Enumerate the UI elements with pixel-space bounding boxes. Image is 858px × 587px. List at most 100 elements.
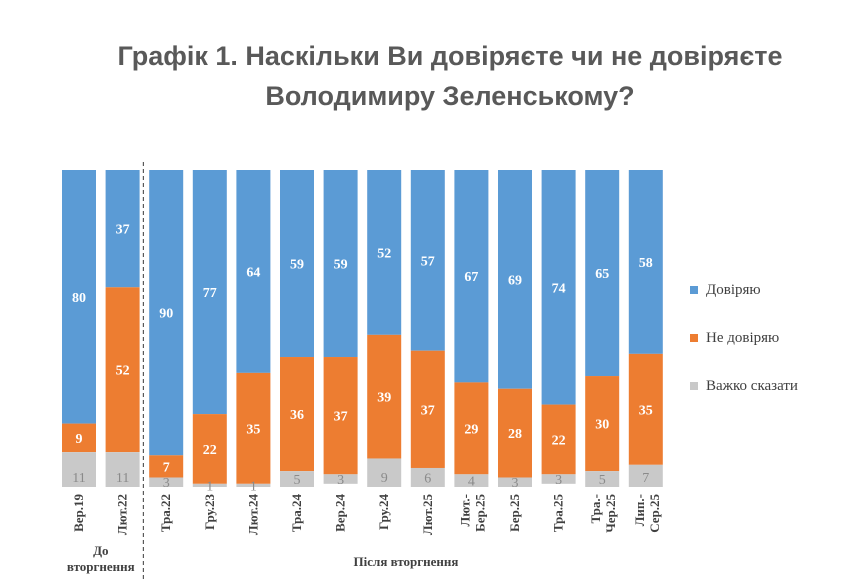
chart-title: Графік 1. Наскільки Ви довіряєте чи не д… [0, 36, 858, 116]
bar-trust-10 [498, 170, 532, 389]
x-tick-label-5: Тра.24 [289, 494, 304, 533]
bar-hard-to-say-1 [105, 452, 140, 487]
x-tick-label-13: Лип.-Сер.25 [632, 494, 662, 533]
x-tick-label-line: Вер.24 [333, 494, 348, 532]
data-label-distrust-12: 30 [595, 418, 609, 433]
bar-trust-13 [628, 170, 663, 354]
x-tick-label-line: Лют.- [457, 494, 472, 526]
data-label-hard-to-say-10: 3 [512, 476, 519, 491]
data-label-trust-10: 69 [508, 273, 522, 288]
x-tick-label-8: Лют.25 [420, 494, 435, 536]
group-label-1-line-0: Після вторгнення [354, 554, 459, 569]
legend-label-distrust: Не довіряю [706, 329, 780, 346]
data-label-trust-13: 58 [639, 256, 653, 271]
bar-distrust-4 [236, 372, 271, 484]
bar-trust-2 [149, 170, 184, 456]
x-tick-label-line: Гру.24 [376, 494, 391, 530]
bar-distrust-7 [367, 334, 402, 459]
x-tick-label-6: Вер.24 [333, 494, 348, 532]
data-label-hard-to-say-1: 11 [116, 471, 129, 486]
bar-distrust-9 [454, 382, 489, 475]
data-label-hard-to-say-2: 3 [163, 476, 170, 491]
x-tick-label-line: Лют.25 [420, 494, 435, 536]
data-label-trust-3: 77 [203, 286, 217, 301]
data-label-hard-to-say-12: 5 [599, 473, 606, 488]
data-label-trust-0: 80 [72, 291, 86, 306]
data-label-distrust-9: 29 [464, 422, 478, 437]
bar-distrust-3 [192, 414, 227, 484]
x-tick-label-3: Гру.23 [202, 494, 217, 530]
bar-hard-to-say-2 [149, 477, 184, 487]
x-tick-label-0: Вер.19 [71, 494, 86, 532]
data-label-trust-7: 52 [377, 246, 391, 261]
x-tick-label-line: Тра.24 [289, 494, 304, 533]
x-tick-label-line: Лют.22 [115, 494, 130, 535]
data-label-hard-to-say-11: 3 [555, 473, 562, 488]
bar-hard-to-say-4 [236, 483, 271, 487]
bar-hard-to-say-0 [62, 452, 96, 487]
legend-swatch-hard-to-say [690, 382, 698, 390]
legend-item-distrust: Не довіряю [690, 328, 798, 348]
bar-distrust-0 [62, 423, 96, 453]
bar-hard-to-say-12 [585, 471, 620, 487]
data-label-trust-6: 59 [334, 258, 348, 273]
x-tick-label-line: Лют.24 [245, 494, 260, 536]
x-tick-label-line: Бер.25 [507, 494, 522, 532]
group-label-0-line-1: вторгнення [67, 559, 135, 574]
x-tick-label-line: Тра.25 [551, 494, 566, 533]
bar-distrust-12 [585, 376, 620, 472]
bar-hard-to-say-9 [454, 474, 489, 487]
bar-hard-to-say-13 [628, 464, 663, 487]
x-tick-label-line: Чер.25 [603, 494, 618, 533]
data-label-distrust-3: 22 [203, 443, 217, 458]
x-tick-label-line: Гру.23 [202, 494, 217, 530]
data-label-hard-to-say-9: 4 [468, 475, 475, 490]
bar-hard-to-say-3 [192, 483, 227, 487]
data-label-distrust-7: 39 [377, 391, 391, 406]
bar-hard-to-say-11 [541, 474, 576, 484]
data-label-trust-2: 90 [159, 307, 173, 322]
x-tick-label-10: Бер.25 [507, 494, 522, 532]
data-label-distrust-4: 35 [246, 422, 260, 437]
bar-trust-12 [585, 170, 620, 377]
x-tick-label-line: Тра.22 [158, 494, 173, 532]
legend-label-trust: Довіряю [706, 281, 761, 298]
bar-distrust-6 [323, 357, 358, 475]
bar-trust-3 [192, 170, 227, 415]
data-label-trust-8: 57 [421, 254, 435, 269]
chart-title-line-2: Володимиру Зеленському? [265, 81, 635, 111]
x-tick-label-12: Тра.-Чер.25 [588, 494, 618, 533]
data-label-hard-to-say-13: 7 [642, 471, 649, 486]
legend-item-trust: Довіряю [690, 280, 798, 300]
x-tick-label-2: Тра.22 [158, 494, 173, 532]
data-label-trust-9: 67 [464, 270, 478, 285]
data-label-trust-12: 65 [595, 267, 609, 282]
bar-distrust-11 [541, 404, 576, 475]
bar-trust-1 [105, 170, 140, 288]
data-label-distrust-11: 22 [552, 433, 566, 448]
data-label-distrust-13: 35 [639, 403, 653, 418]
bar-distrust-1 [105, 287, 140, 453]
data-label-hard-to-say-8: 6 [424, 471, 431, 486]
bar-trust-5 [280, 170, 314, 358]
bar-trust-9 [454, 170, 489, 383]
data-label-distrust-2: 7 [163, 460, 170, 475]
bar-hard-to-say-7 [367, 458, 402, 487]
data-label-trust-1: 37 [116, 223, 130, 238]
bar-distrust-2 [149, 455, 184, 478]
legend-item-hard-to-say: Важко сказати [690, 376, 798, 396]
group-label-0-line-0: До [93, 543, 108, 558]
x-tick-label-9: Лют.-Бер.25 [457, 494, 487, 532]
legend-swatch-trust [690, 286, 698, 294]
legend-swatch-distrust [690, 334, 698, 342]
bar-trust-4 [236, 170, 271, 373]
data-label-distrust-10: 28 [508, 427, 522, 442]
bar-hard-to-say-5 [280, 471, 314, 487]
x-tick-label-line: Бер.25 [472, 494, 487, 532]
x-tick-label-line: Тра.- [588, 494, 603, 524]
bar-trust-0 [62, 170, 96, 424]
x-tick-label-line: Вер.19 [71, 494, 86, 532]
bar-trust-8 [410, 170, 445, 351]
bar-distrust-10 [498, 388, 532, 478]
bar-hard-to-say-10 [498, 477, 532, 487]
